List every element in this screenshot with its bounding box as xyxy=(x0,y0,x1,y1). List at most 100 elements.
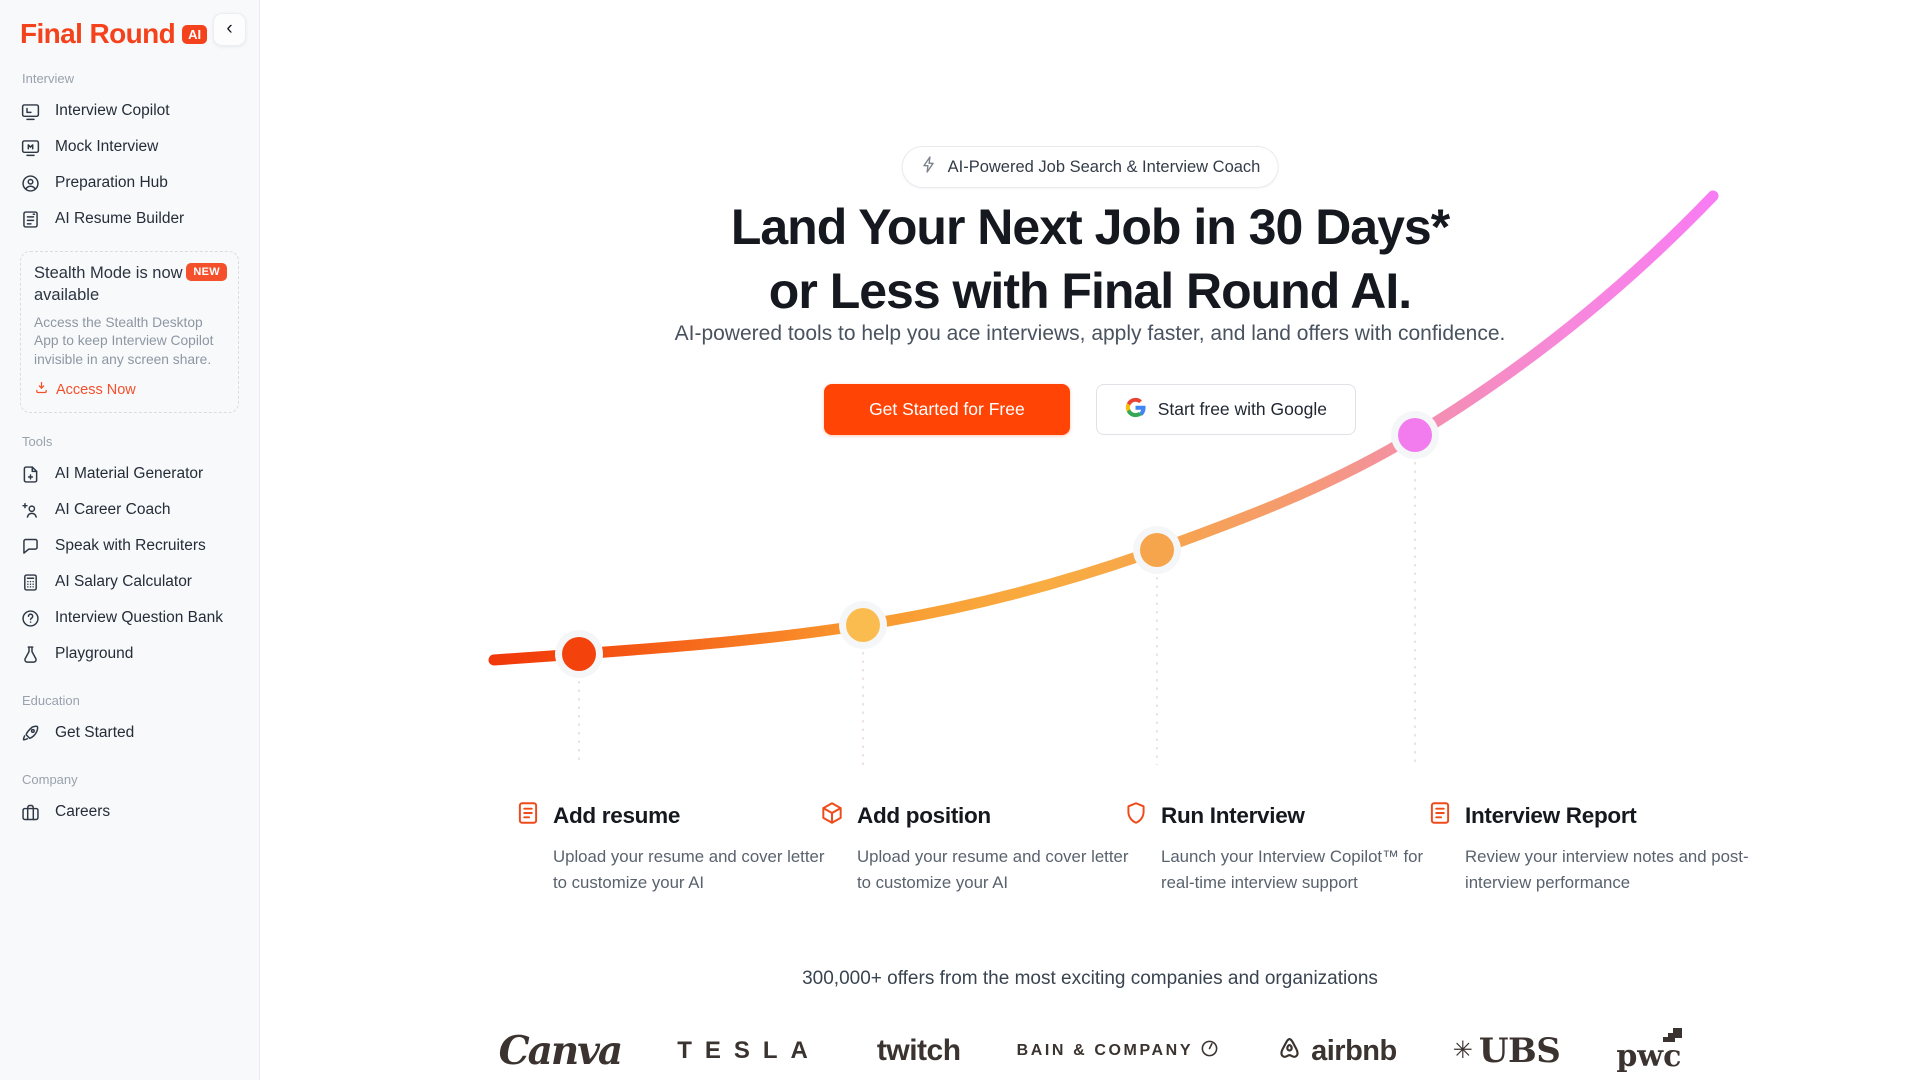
nav-item-label: Playground xyxy=(55,645,134,663)
calculator-icon xyxy=(20,572,41,593)
page-title-line1: Land Your Next Job in 30 Days* xyxy=(730,199,1450,255)
sidebar-item-mock-interview[interactable]: Mock Interview xyxy=(20,129,239,165)
google-g-icon xyxy=(1125,397,1146,423)
rocket-icon xyxy=(20,723,41,744)
access-now-label: Access Now xyxy=(56,381,136,398)
canva-logo: Canva xyxy=(498,1028,624,1074)
sidebar-item-get-started[interactable]: Get Started xyxy=(20,715,239,751)
feature-description: Launch your Interview Copilot™ for real-… xyxy=(1161,847,1424,892)
download-icon xyxy=(34,380,49,399)
sidebar-item-preparation-hub[interactable]: Preparation Hub xyxy=(20,165,239,201)
company-logos-row: Canva TESLA twitch BAIN & COMPANY airbnb… xyxy=(260,1022,1920,1080)
document-edit-icon xyxy=(20,209,41,230)
hero-badge-label: AI-Powered Job Search & Interview Coach xyxy=(947,157,1261,176)
sidebar-item-careers[interactable]: Careers xyxy=(20,794,239,830)
curve-dot-2 xyxy=(846,608,880,642)
sidebar-item-ai-material-generator[interactable]: AI Material Generator xyxy=(20,456,239,492)
sidebar: Final Round AI Interview Interview Copil… xyxy=(0,0,260,1080)
nav-item-label: Interview Question Bank xyxy=(55,609,224,627)
flask-icon xyxy=(20,644,41,665)
ubs-wordmark: UBS xyxy=(1478,1031,1561,1071)
feature-description: Upload your resume and cover letter to c… xyxy=(857,847,1129,892)
app-logo[interactable]: Final Round AI xyxy=(20,18,239,50)
tesla-logo: TESLA xyxy=(677,1037,821,1064)
nav-item-label: Speak with Recruiters xyxy=(55,537,206,555)
nav-item-label: Preparation Hub xyxy=(55,174,168,191)
curve-dot-halos xyxy=(555,411,1439,678)
nav-item-label: Interview Copilot xyxy=(55,102,170,119)
google-signin-button[interactable]: Start free with Google xyxy=(1095,384,1356,435)
get-started-button[interactable]: Get Started for Free xyxy=(824,384,1070,435)
feature-description: Review your interview notes and post-int… xyxy=(1465,847,1749,892)
hero-badge: AI-Powered Job Search & Interview Coach xyxy=(901,146,1279,188)
stealth-card-description: Access the Stealth Desktop App to keep I… xyxy=(34,314,214,368)
sidebar-item-playground[interactable]: Playground xyxy=(20,636,239,672)
page-title-line2: or Less with Final Round AI. xyxy=(768,262,1412,319)
ubs-logo: ✳ UBS xyxy=(1453,1031,1561,1071)
cta-row: Get Started for Free Start free with Goo… xyxy=(260,384,1920,435)
feature-run-interview: Run Interview Launch your Interview Copi… xyxy=(1123,800,1423,895)
airbnb-logo: airbnb xyxy=(1275,1033,1397,1070)
sidebar-item-speak-with-recruiters[interactable]: Speak with Recruiters xyxy=(20,528,239,564)
twitch-logo: twitch xyxy=(876,1034,961,1067)
chevron-left-icon: ‹ xyxy=(226,18,233,39)
briefcase-icon xyxy=(20,802,41,823)
sidebar-item-ai-career-coach[interactable]: AI Career Coach xyxy=(20,492,239,528)
package-icon xyxy=(819,800,845,831)
app-logo-ai-badge: AI xyxy=(182,24,208,44)
nav-item-label: AI Career Coach xyxy=(55,501,171,519)
sidebar-item-interview-question-bank[interactable]: Interview Question Bank xyxy=(20,600,239,636)
feature-title: Interview Report xyxy=(1465,802,1637,828)
nav-item-label: Careers xyxy=(55,803,111,821)
feature-add-resume: Add resume Upload your resume and cover … xyxy=(515,800,824,895)
user-circle-icon xyxy=(20,173,41,194)
google-signin-label: Start free with Google xyxy=(1157,399,1327,419)
bain-company-logo: BAIN & COMPANY xyxy=(1017,1039,1220,1063)
curve-dashed-guides xyxy=(578,462,1416,765)
hero-subtitle: AI-powered tools to help you ace intervi… xyxy=(674,322,1506,345)
pwc-logo: pwc xyxy=(1616,1027,1683,1074)
ubs-keys-icon: ✳ xyxy=(1452,1037,1473,1064)
feature-title: Add position xyxy=(857,802,991,828)
feature-description: Upload your resume and cover letter to c… xyxy=(553,847,825,892)
bain-compass-icon xyxy=(1200,1039,1219,1063)
nav-item-label: Mock Interview xyxy=(55,138,159,155)
sidebar-item-ai-salary-calculator[interactable]: AI Salary Calculator xyxy=(20,564,239,600)
nav-item-label: Get Started xyxy=(55,724,135,742)
section-label-interview: Interview xyxy=(22,71,75,86)
file-plus-icon xyxy=(20,464,41,485)
feature-title: Add resume xyxy=(553,802,681,828)
shield-icon xyxy=(1123,800,1149,831)
sidebar-item-ai-resume-builder[interactable]: AI Resume Builder xyxy=(20,201,239,237)
monitor-icon xyxy=(20,101,41,122)
page-title: Land Your Next Job in 30 Days* or Less w… xyxy=(260,196,1920,323)
nav-item-label: AI Salary Calculator xyxy=(55,573,192,591)
bain-wordmark: BAIN & COMPANY xyxy=(1016,1042,1194,1059)
resume-icon xyxy=(515,800,541,831)
pwc-wordmark: pwc xyxy=(1616,1038,1682,1074)
airbnb-belo-icon xyxy=(1275,1033,1304,1070)
section-label-education: Education xyxy=(22,693,80,709)
app-logo-text: Final Round xyxy=(20,18,176,49)
question-circle-icon xyxy=(20,608,41,629)
feature-title: Run Interview xyxy=(1161,802,1305,828)
access-now-link[interactable]: Access Now xyxy=(34,380,225,399)
main-content: AI-Powered Job Search & Interview Coach … xyxy=(260,0,1920,1080)
new-badge: NEW xyxy=(186,263,227,281)
sidebar-collapse-button[interactable]: ‹ xyxy=(213,13,246,46)
feature-interview-report: Interview Report Review your interview n… xyxy=(1427,800,1749,895)
curve-dot-3 xyxy=(1140,533,1174,567)
curve-dot-1 xyxy=(562,637,596,671)
chat-bubble-icon xyxy=(20,536,41,557)
airbnb-wordmark: airbnb xyxy=(1311,1034,1397,1067)
nav-item-label: AI Material Generator xyxy=(55,465,204,483)
pwc-block-icon xyxy=(1663,1019,1685,1054)
lightning-icon xyxy=(920,155,939,179)
stealth-card-title: Stealth Mode is now available xyxy=(34,264,183,304)
section-label-tools: Tools xyxy=(22,434,53,450)
report-icon xyxy=(1427,800,1453,831)
social-proof-caption: 300,000+ offers from the most exciting c… xyxy=(802,968,1378,989)
nav-item-label: AI Resume Builder xyxy=(55,210,185,227)
sidebar-item-interview-copilot[interactable]: Interview Copilot xyxy=(20,93,239,129)
